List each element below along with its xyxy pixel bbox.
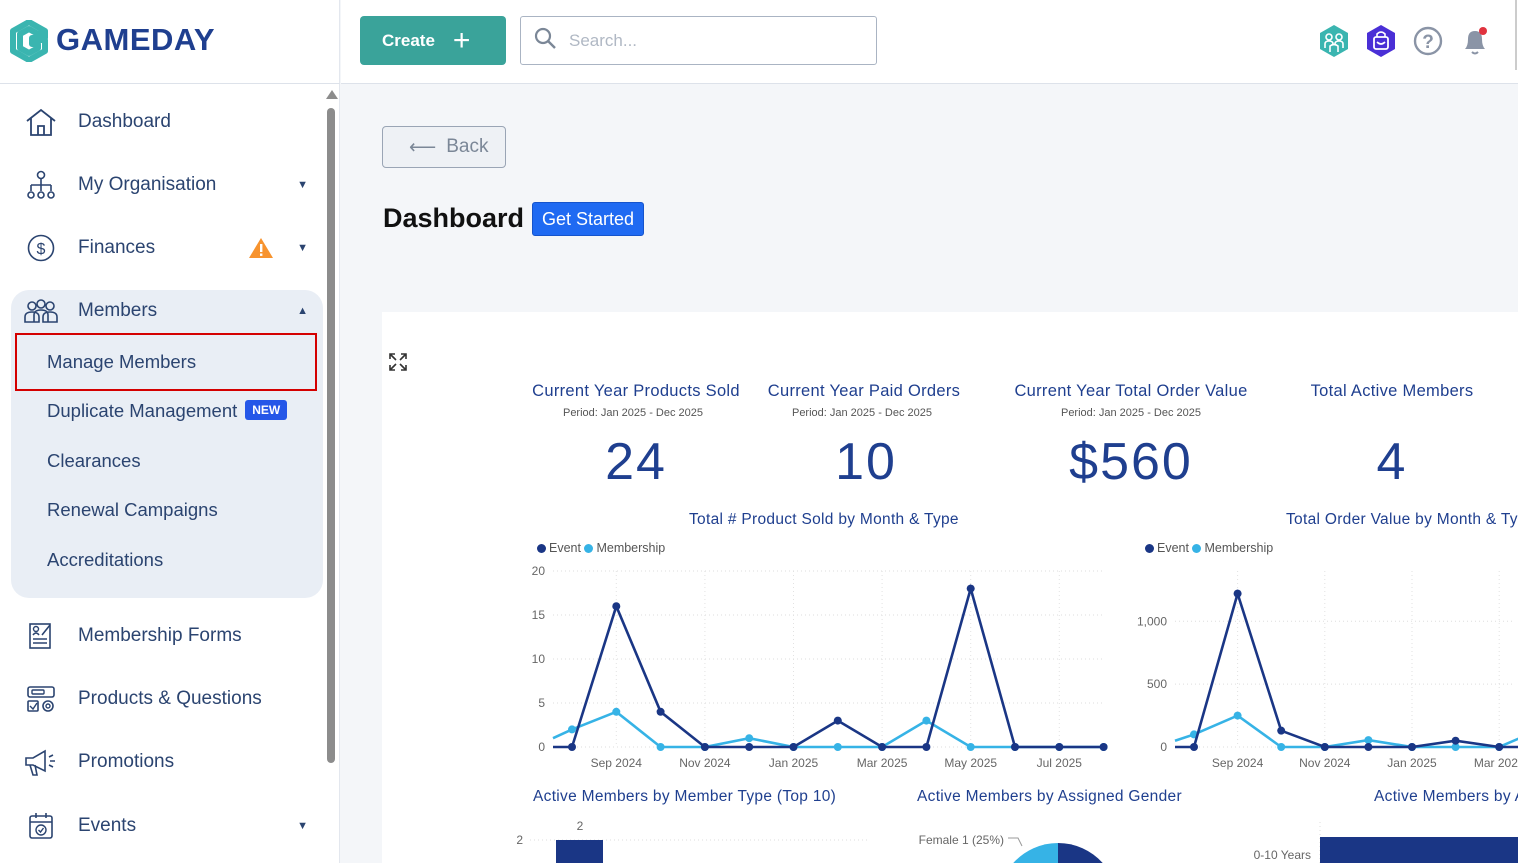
calendar-icon: [22, 809, 60, 843]
kpi-title: Current Year Total Order Value: [1014, 382, 1248, 400]
sidebar-subitem-duplicate-management[interactable]: Duplicate Management NEW: [47, 400, 288, 422]
sidebar-item-dashboard[interactable]: Dashboard: [22, 102, 312, 142]
sidebar-item-label: Products & Questions: [78, 688, 262, 709]
chart-legend: Event Membership: [1145, 541, 1273, 555]
highlight-box: [15, 333, 317, 391]
members-hub-icon[interactable]: [1317, 24, 1351, 58]
search-input[interactable]: [569, 30, 849, 51]
sidebar-item-promotions[interactable]: Promotions: [22, 742, 312, 782]
sidebar-subitem-clearances[interactable]: Clearances: [47, 450, 141, 471]
kpi-value: 4: [1376, 433, 1408, 491]
legend-label: Event: [1157, 541, 1189, 555]
chevron-down-icon[interactable]: ▼: [297, 242, 308, 254]
sidebar-item-my-organisation[interactable]: My Organisation ▼: [22, 165, 312, 205]
kpi-value: 24: [605, 433, 667, 491]
warning-icon: [248, 237, 274, 265]
legend-dot: [1145, 543, 1154, 553]
sidebar-item-label: My Organisation: [78, 174, 217, 195]
back-button[interactable]: ⟵ Back: [382, 126, 506, 168]
create-label: Create: [382, 30, 435, 50]
bell-icon[interactable]: [1458, 24, 1492, 58]
sidebar-scrollbar[interactable]: [326, 90, 338, 863]
sidebar-item-finances[interactable]: $ Finances ▼: [22, 228, 312, 268]
legend-label: Membership: [596, 541, 666, 555]
legend-label: Membership: [1204, 541, 1274, 555]
sidebar-item-events[interactable]: Events ▼: [22, 806, 312, 846]
kpi-period: Period: Jan 2025 - Dec 2025: [562, 407, 704, 419]
kpi-period: Period: Jan 2025 - Dec 2025: [1060, 407, 1202, 419]
chart-title: Total # Product Sold by Month & Type: [689, 511, 959, 528]
scrollbar-thumb[interactable]: [327, 108, 335, 763]
home-icon: [22, 105, 60, 139]
chevron-down-icon[interactable]: ▼: [297, 179, 308, 191]
get-started-button[interactable]: Get Started: [532, 202, 644, 236]
create-button[interactable]: Create +: [360, 16, 506, 65]
org-chart-icon: [22, 168, 60, 202]
svg-text:$: $: [37, 241, 46, 258]
gameday-logo-icon: [10, 20, 48, 62]
search-box[interactable]: [520, 16, 877, 65]
sidebar-subitem-accreditations[interactable]: Accreditations: [47, 549, 164, 570]
chart-title: Total Order Value by Month & Type: [1286, 511, 1518, 528]
chevron-up-icon[interactable]: ▲: [297, 305, 308, 317]
products-icon: [22, 682, 60, 716]
kpi-title: Total Active Members: [1310, 382, 1474, 400]
help-icon[interactable]: ?: [1411, 24, 1445, 58]
page-title: Dashboard: [383, 203, 525, 233]
chart-title: Active Members by Member Type (Top 10): [533, 788, 837, 805]
brand-name: GAMEDAY: [56, 22, 216, 57]
sidebar-item-members[interactable]: Members ▲: [22, 291, 312, 331]
scroll-up-arrow-icon[interactable]: [326, 90, 338, 99]
chart-title: Active Members by Age: [1374, 788, 1518, 805]
kpi-period: Period: Jan 2025 - Dec 2025: [791, 407, 933, 419]
legend-dot: [1192, 543, 1202, 553]
sidebar-item-label: Events: [78, 815, 137, 836]
sidebar-item-membership-forms[interactable]: Membership Forms: [22, 616, 312, 656]
chart-title: Active Members by Assigned Gender: [917, 788, 1182, 805]
sidebar-item-products-questions[interactable]: Products & Questions: [22, 679, 312, 719]
new-badge: NEW: [245, 400, 288, 420]
sidebar-subitem-renewal-campaigns[interactable]: Renewal Campaigns: [47, 499, 218, 520]
expand-icon[interactable]: [389, 353, 407, 376]
chart-legend: Event Membership: [537, 541, 665, 555]
kpi-value: 10: [835, 433, 897, 491]
sidebar-item-label: Dashboard: [78, 111, 171, 132]
sidebar-subitem-label: Duplicate Management: [47, 400, 238, 421]
kpi-title: Current Year Paid Orders: [767, 382, 961, 400]
sidebar-item-label: Membership Forms: [78, 625, 242, 646]
members-group: [11, 290, 323, 598]
sidebar-subitem-manage-members[interactable]: Manage Members: [47, 351, 197, 372]
legend-label: Event: [549, 541, 581, 555]
kpi-value: $560: [1069, 433, 1193, 491]
shop-icon[interactable]: [1364, 24, 1398, 58]
arrow-left-icon: ⟵: [409, 136, 437, 158]
sidebar-item-label: Promotions: [78, 751, 175, 772]
kpi-title: Current Year Products Sold: [532, 382, 740, 400]
plus-icon: +: [452, 23, 471, 57]
members-icon: [22, 294, 60, 328]
legend-dot: [584, 543, 594, 553]
form-icon: [22, 619, 60, 653]
search-icon: [533, 26, 557, 55]
sidebar-item-label: Finances: [78, 237, 156, 258]
header-divider: [1515, 0, 1517, 70]
back-label: Back: [446, 136, 489, 157]
dollar-icon: $: [22, 231, 60, 265]
sidebar: GAMEDAY Dashboard My Organisation ▼ $ Fi…: [0, 0, 340, 863]
megaphone-icon: [22, 745, 60, 779]
sidebar-item-label: Members: [78, 300, 158, 321]
svg-text:?: ?: [1422, 32, 1434, 53]
legend-dot: [537, 543, 546, 553]
logo[interactable]: GAMEDAY: [0, 0, 340, 84]
chevron-down-icon[interactable]: ▼: [297, 820, 308, 832]
